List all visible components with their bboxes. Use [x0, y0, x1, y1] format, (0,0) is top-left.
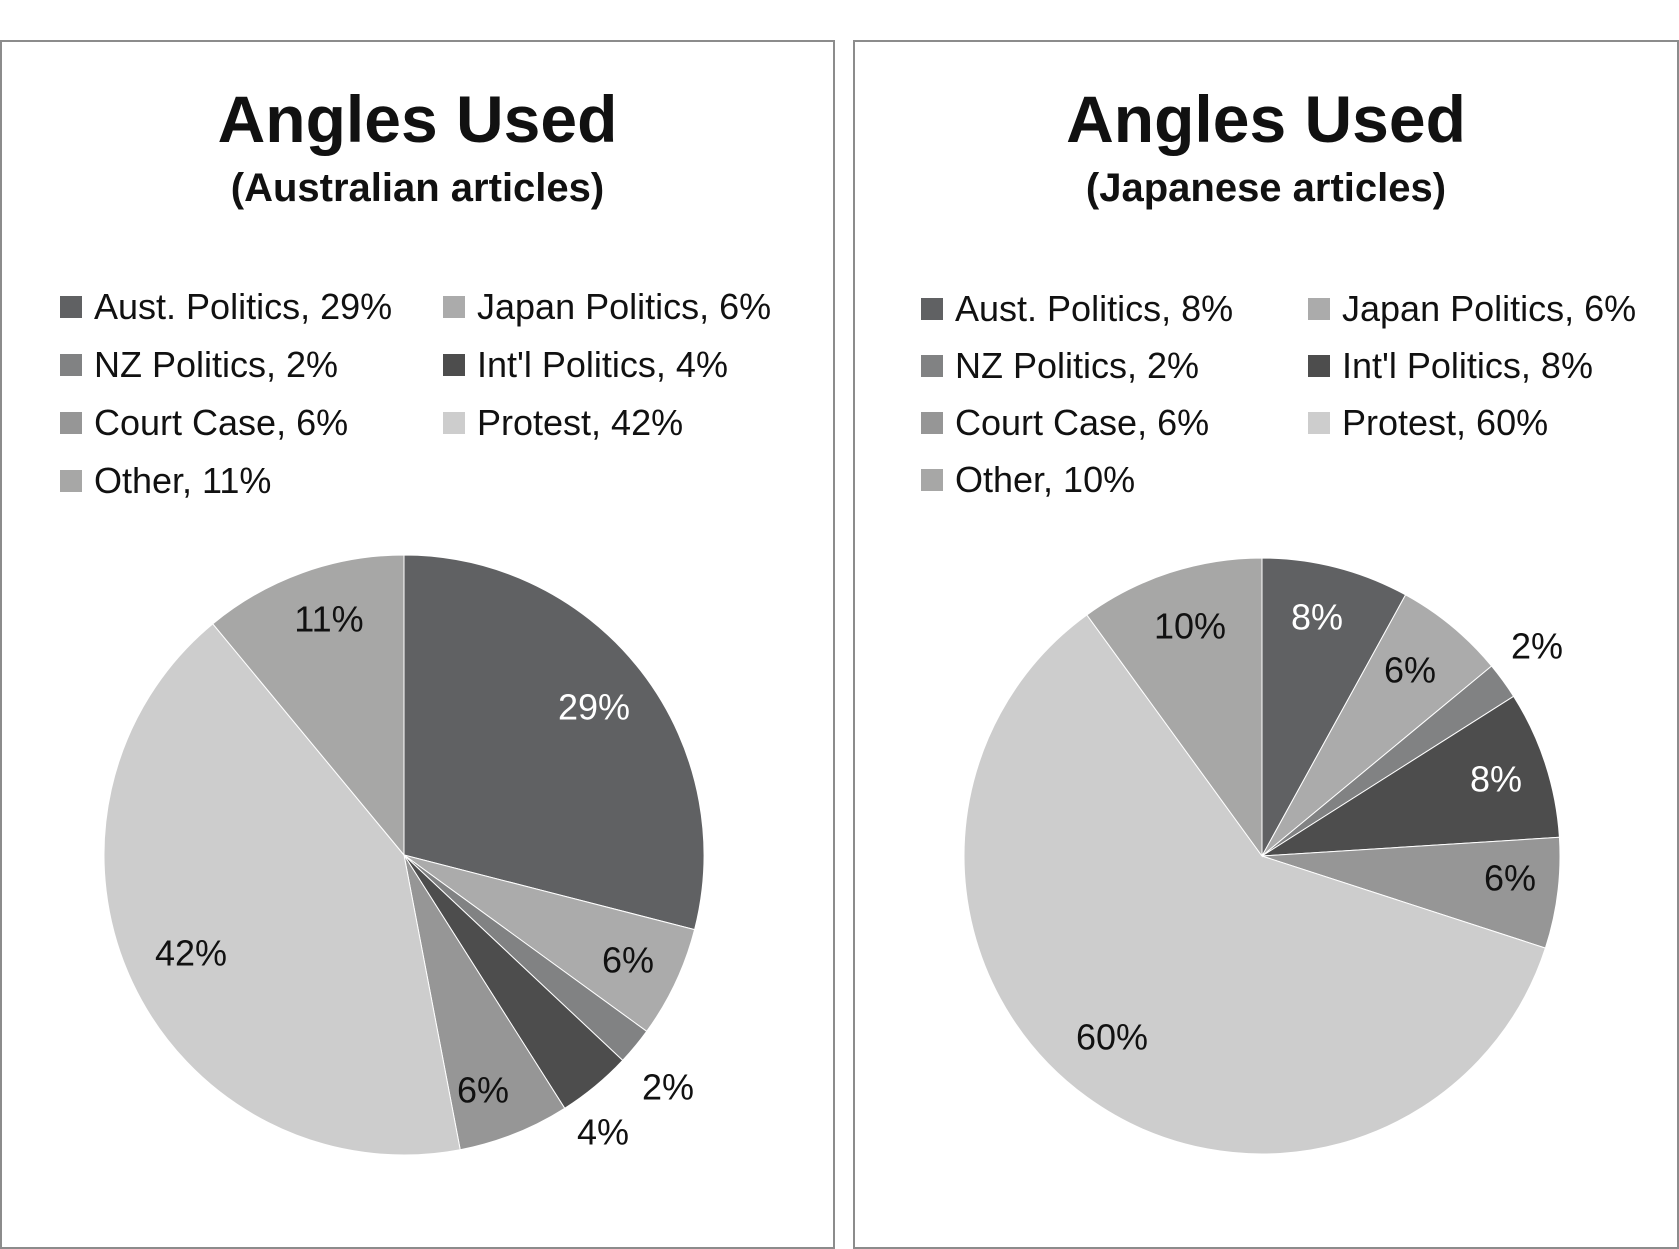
legend-swatch — [443, 412, 465, 434]
legend-swatch — [921, 412, 943, 434]
legend-label: NZ Politics, 2% — [955, 345, 1200, 386]
legend-label: Aust. Politics, 8% — [955, 288, 1234, 329]
legend-label: Protest, 60% — [1342, 402, 1549, 443]
data-label: 10% — [1154, 606, 1226, 647]
pie-slice-protest — [963, 614, 1547, 1155]
pie-slice-protest — [103, 623, 461, 1156]
legend-item: Int'l Politics, 4% — [443, 347, 728, 383]
chart-subtitle: (Japanese articles) — [1085, 166, 1447, 210]
legend-label: Protest, 42% — [477, 402, 684, 443]
legend-label: Other, 11% — [94, 460, 272, 501]
pie-slice-int-l-politics — [1261, 695, 1560, 857]
legend-swatch — [921, 355, 943, 377]
legend-swatch — [443, 354, 465, 376]
legend-item: Aust. Politics, 29% — [60, 289, 392, 325]
data-label: 60% — [1076, 1017, 1148, 1058]
data-label: 8% — [1291, 597, 1343, 638]
legend-swatch — [60, 412, 82, 434]
legend-item: NZ Politics, 2% — [60, 347, 338, 383]
chart-panel-australian: Angles Used (Australian articles) Aust. … — [0, 40, 835, 1249]
legend-item: NZ Politics, 2% — [921, 348, 1199, 384]
legend-item: Aust. Politics, 8% — [921, 291, 1233, 327]
data-label: 4% — [577, 1112, 629, 1153]
legend-item: Protest, 42% — [443, 405, 683, 441]
legend-swatch — [1308, 298, 1330, 320]
legend-label: Other, 10% — [955, 459, 1136, 500]
legend-label: Japan Politics, 6% — [1342, 288, 1637, 329]
data-label: 29% — [558, 687, 630, 728]
pie-chart: 29% 6% 2% 4% 6% 42% 11% — [103, 554, 705, 1156]
pie-slice-aust-politics — [1261, 557, 1407, 857]
pie-chart: 8% 6% 2% 8% 6% 60% 10% — [963, 557, 1563, 1155]
legend-swatch — [921, 298, 943, 320]
legend-swatch — [443, 296, 465, 318]
chart-subtitle: (Australian articles) — [230, 166, 605, 210]
legend-label: Int'l Politics, 8% — [1342, 345, 1593, 386]
chart-title: Angles Used — [217, 82, 618, 156]
legend-swatch — [1308, 412, 1330, 434]
legend-label: Court Case, 6% — [94, 402, 349, 443]
legend-item: Court Case, 6% — [921, 405, 1209, 441]
chart-panel-japanese: Angles Used (Japanese articles) Aust. Po… — [853, 40, 1679, 1249]
data-label: 6% — [1484, 858, 1536, 899]
data-label: 42% — [155, 933, 227, 974]
legend-label: Aust. Politics, 29% — [94, 286, 393, 327]
data-label: 2% — [1511, 626, 1563, 667]
pie-slice-aust-politics — [403, 554, 705, 931]
legend-label: NZ Politics, 2% — [94, 344, 339, 385]
legend-swatch — [60, 296, 82, 318]
pie-slice-other — [1086, 557, 1263, 858]
legend-swatch — [60, 354, 82, 376]
legend-item: Protest, 60% — [1308, 405, 1548, 441]
data-label: 8% — [1470, 759, 1522, 800]
legend-swatch — [1308, 355, 1330, 377]
legend-item: Japan Politics, 6% — [443, 289, 771, 325]
legend-item: Court Case, 6% — [60, 405, 348, 441]
legend-label: Japan Politics, 6% — [477, 286, 772, 327]
legend-item: Other, 11% — [60, 463, 271, 499]
data-label: 2% — [642, 1067, 694, 1108]
pie-slice-other — [212, 554, 405, 857]
data-label: 11% — [294, 599, 363, 640]
data-label: 6% — [602, 940, 654, 981]
legend-swatch — [921, 469, 943, 491]
legend-item: Other, 10% — [921, 462, 1135, 498]
chart-title: Angles Used — [1066, 82, 1466, 156]
legend-label: Int'l Politics, 4% — [477, 344, 728, 385]
legend-item: Japan Politics, 6% — [1308, 291, 1636, 327]
legend-label: Court Case, 6% — [955, 402, 1210, 443]
data-label: 6% — [1384, 650, 1436, 691]
data-label: 6% — [457, 1070, 509, 1111]
legend-swatch — [60, 470, 82, 492]
legend-item: Int'l Politics, 8% — [1308, 348, 1593, 384]
